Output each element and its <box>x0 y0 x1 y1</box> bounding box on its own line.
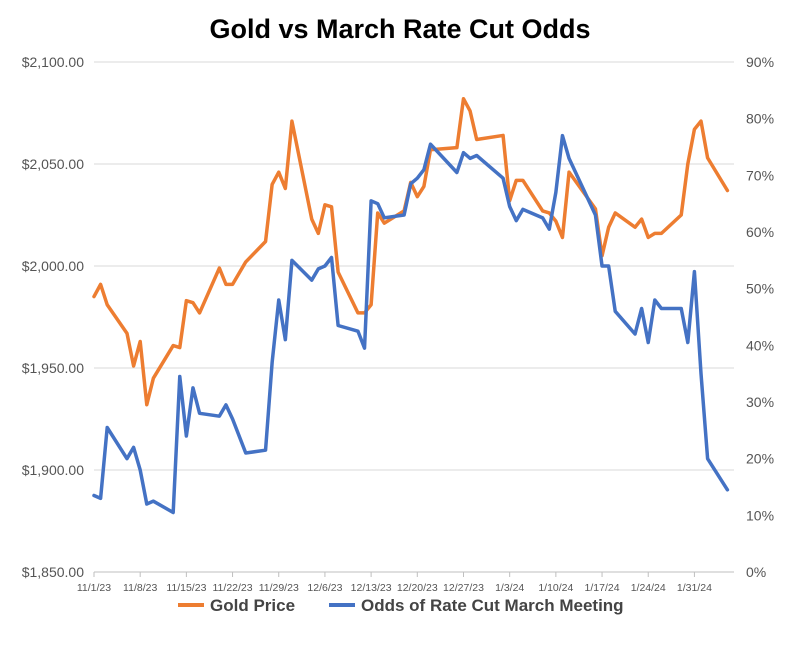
chart-title: Gold vs March Rate Cut Odds <box>209 14 591 44</box>
legend-label: Gold Price <box>210 596 295 615</box>
y-right-tick-label: 20% <box>746 451 774 467</box>
y-left-tick-label: $2,000.00 <box>22 258 84 274</box>
x-tick-label: 1/10/24 <box>538 582 573 594</box>
y-right-tick-label: 40% <box>746 337 774 353</box>
legend-label: Odds of Rate Cut March Meeting <box>361 596 624 615</box>
x-tick-label: 1/3/24 <box>495 582 524 594</box>
x-tick-label: 12/27/23 <box>443 582 484 594</box>
y-right-tick-label: 80% <box>746 111 774 127</box>
series-line-rate-cut-odds <box>92 133 730 515</box>
y-right-tick-label: 50% <box>746 281 774 297</box>
x-tick-label: 12/20/23 <box>397 582 438 594</box>
y-left-tick-label: $1,900.00 <box>22 462 84 478</box>
x-tick-label: 11/1/23 <box>77 582 111 594</box>
y-left-tick-label: $2,100.00 <box>22 54 84 70</box>
y-left-tick-label: $1,950.00 <box>22 360 84 376</box>
y-right-tick-label: 90% <box>746 54 774 70</box>
x-tick-label: 1/31/24 <box>677 582 712 594</box>
x-tick-label: 12/6/23 <box>307 582 342 594</box>
y-right-tick-label: 30% <box>746 394 774 410</box>
x-tick-label: 1/24/24 <box>631 582 666 594</box>
y-right-tick-label: 10% <box>746 507 774 523</box>
x-tick-label: 11/29/23 <box>259 582 299 594</box>
x-tick-label: 11/15/23 <box>166 582 206 594</box>
x-tick-label: 11/8/23 <box>123 582 157 594</box>
x-tick-label: 11/22/23 <box>213 582 253 594</box>
x-tick-label: 1/17/24 <box>585 582 620 594</box>
y-left-tick-label: $1,850.00 <box>22 564 84 580</box>
y-right-tick-label: 0% <box>746 564 766 580</box>
y-left-tick-label: $2,050.00 <box>22 156 84 172</box>
y-right-tick-label: 70% <box>746 167 774 183</box>
x-tick-label: 12/13/23 <box>351 582 392 594</box>
series-line-gold-price <box>92 96 730 407</box>
y-right-tick-label: 60% <box>746 224 774 240</box>
